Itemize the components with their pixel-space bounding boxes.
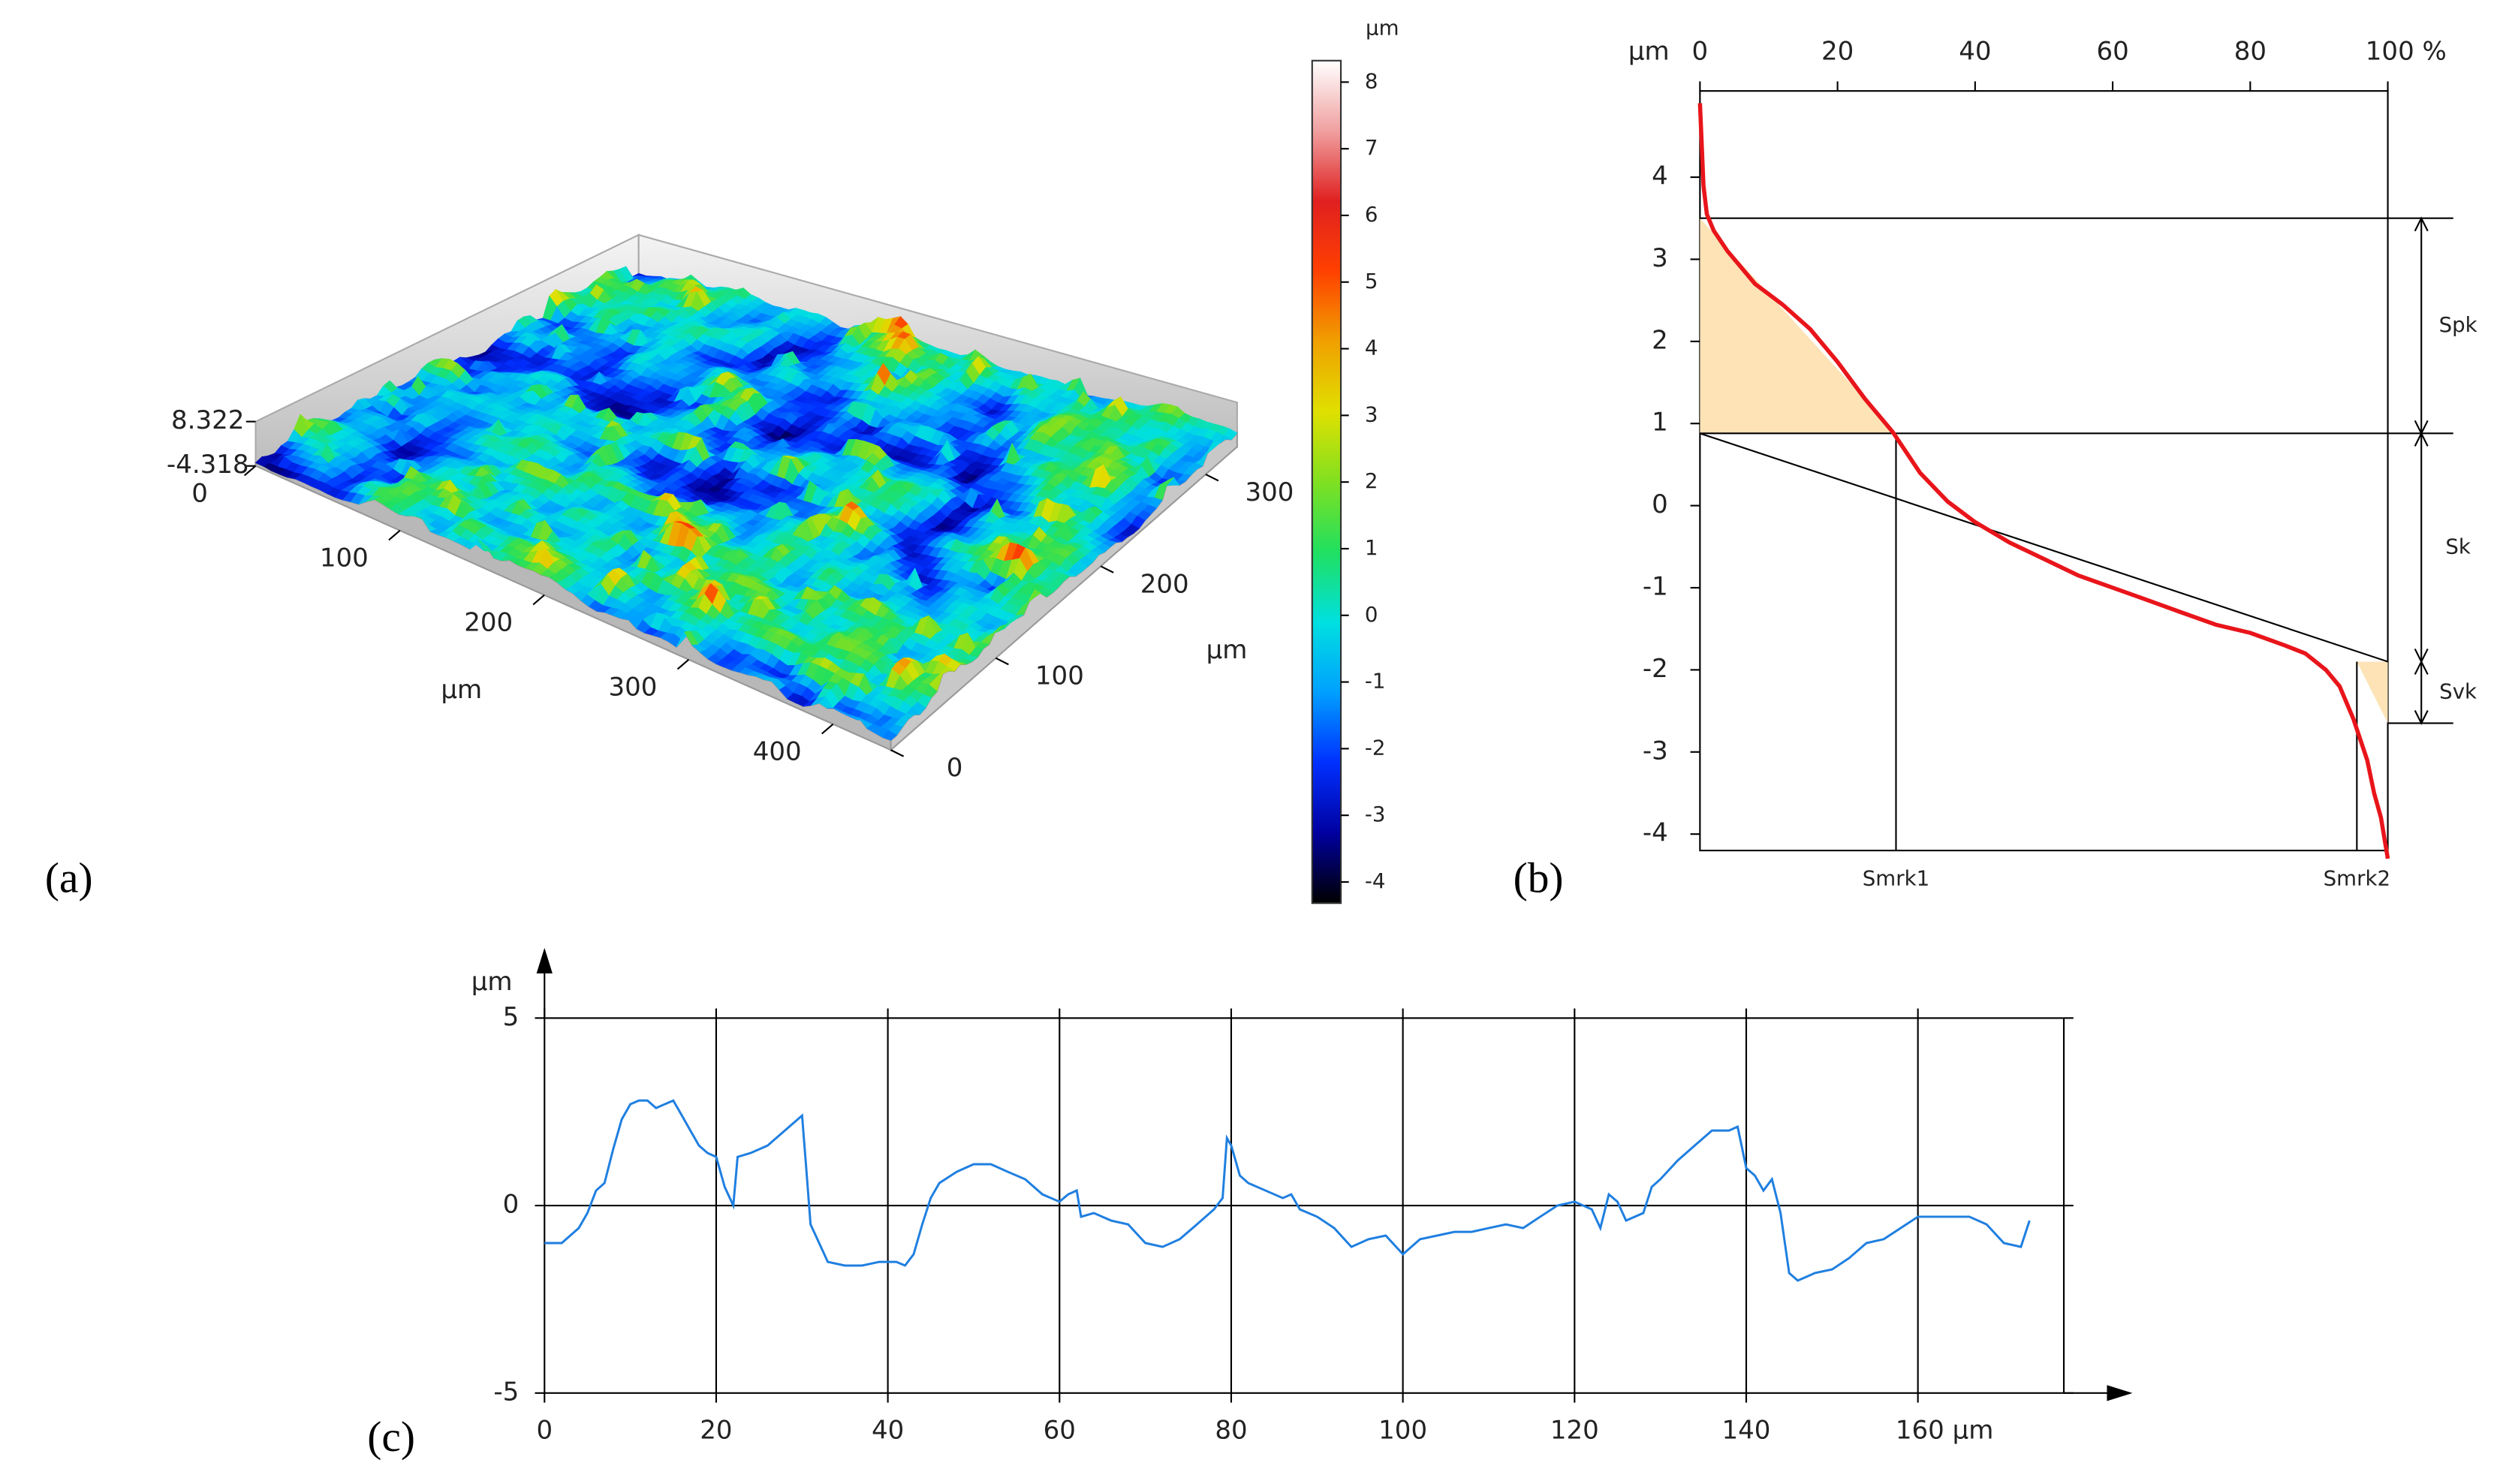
z-tick-label: -4.318 — [167, 450, 249, 480]
y-axis-label: µm — [1628, 37, 1670, 67]
y-tick-label: -4 — [1643, 818, 1668, 848]
colorbar — [1311, 59, 1342, 905]
y-tick-label: 200 — [1140, 569, 1189, 599]
x-tick-label: 100 — [320, 543, 369, 573]
colorbar-tick-label: 8 — [1365, 68, 1378, 93]
profile-line — [544, 1099, 2031, 1282]
panel-label: (b) — [1514, 855, 1564, 902]
x-tick-label: 60 — [2096, 37, 2128, 67]
axis-arrow — [536, 947, 553, 974]
y-tick-label: 300 — [1245, 477, 1294, 507]
colorbar-tick-label: 0 — [1365, 602, 1378, 627]
x-tick-label: 0 — [1692, 37, 1709, 67]
x-tick-label: 0 — [536, 1415, 553, 1445]
x-tick-label: 20 — [700, 1415, 732, 1445]
y-tick-label: 100 — [1035, 661, 1084, 691]
y-tick-label: 0 — [1652, 489, 1668, 519]
x-tick-label: 100 — [1378, 1415, 1427, 1445]
y-tick-label: 0 — [503, 1190, 520, 1220]
z-tick-label: 8.322 — [171, 405, 244, 435]
y-tick-label: 1 — [1652, 408, 1668, 438]
colorbar-tick-label: 2 — [1365, 468, 1378, 493]
x-tick-label: 80 — [2234, 37, 2267, 67]
x-tick-label: 80 — [1215, 1415, 1247, 1445]
y-axis-label: µm — [1206, 635, 1248, 665]
x-tick-label: 140 — [1722, 1415, 1771, 1445]
x-tick-label: 400 — [753, 736, 802, 766]
axes-frame — [536, 947, 2133, 1401]
x-tick — [532, 594, 545, 606]
x-tick-label: 40 — [872, 1415, 904, 1445]
x-tick-label: 200 — [464, 607, 513, 637]
bearing-curve — [1697, 103, 2390, 859]
colorbar-tick-label: 3 — [1365, 402, 1378, 426]
x-tick — [821, 723, 834, 735]
x-axis-label: µm — [441, 675, 482, 705]
x-tick — [388, 529, 401, 541]
y-tick — [1100, 565, 1114, 573]
colorbar-tick-label: 6 — [1365, 202, 1378, 227]
y-tick-label: 3 — [1652, 243, 1668, 273]
y-tick-label: -3 — [1643, 736, 1668, 766]
surface-plot — [255, 233, 1238, 752]
x-tick-label: 60 — [1044, 1415, 1076, 1445]
x-tick-label: 300 — [609, 672, 658, 702]
parameter-label: Sk — [2445, 534, 2471, 558]
x-tick-label: 160 µm — [1896, 1415, 1993, 1445]
colorbar-tick-label: 4 — [1365, 336, 1378, 360]
x-tick-label: 100 % — [2366, 37, 2447, 67]
colorbar-tick-label: 1 — [1365, 535, 1378, 560]
parameter-label: Spk — [2439, 312, 2477, 337]
y-tick-label: -1 — [1643, 571, 1668, 601]
colorbar-tick-label: -3 — [1365, 802, 1386, 826]
panel-label: (c) — [367, 1413, 415, 1461]
y-tick-label: -5 — [493, 1377, 519, 1407]
x-tick-label: 120 — [1550, 1415, 1599, 1445]
colorbar-tick-label: 7 — [1365, 135, 1378, 160]
colorbar-tick-label: -1 — [1365, 669, 1386, 694]
material-ratio-label: Smrk1 — [1863, 865, 1929, 890]
colorbar-label: µm — [1366, 15, 1399, 40]
material-ratio-label: Smrk2 — [2324, 865, 2390, 890]
valley-area — [2357, 661, 2388, 724]
parameter-label: Svk — [2439, 679, 2477, 703]
axis-arrow — [2107, 1385, 2133, 1401]
panel-label: (a) — [45, 855, 93, 902]
colorbar-tick-label: -4 — [1365, 868, 1386, 893]
x-tick — [676, 658, 690, 670]
y-tick-label: 5 — [503, 1002, 520, 1032]
x-tick-label: 20 — [1821, 37, 1854, 67]
colorbar-tick-label: 5 — [1365, 269, 1378, 293]
y-tick-label: 4 — [1652, 161, 1668, 191]
y-tick — [1205, 473, 1219, 482]
colorbar-tick-label: -2 — [1365, 735, 1386, 760]
x-tick-label: 40 — [1959, 37, 1991, 67]
y-axis-label: µm — [471, 967, 513, 997]
y-tick-label: 0 — [947, 753, 963, 783]
y-tick — [995, 657, 1009, 666]
y-tick — [890, 749, 905, 757]
y-tick-label: -2 — [1643, 654, 1668, 684]
y-tick-label: 2 — [1652, 325, 1668, 355]
equivalent-line — [1700, 432, 2388, 663]
plot-frame — [1699, 90, 2389, 852]
x-tick-label: 0 — [191, 479, 208, 509]
